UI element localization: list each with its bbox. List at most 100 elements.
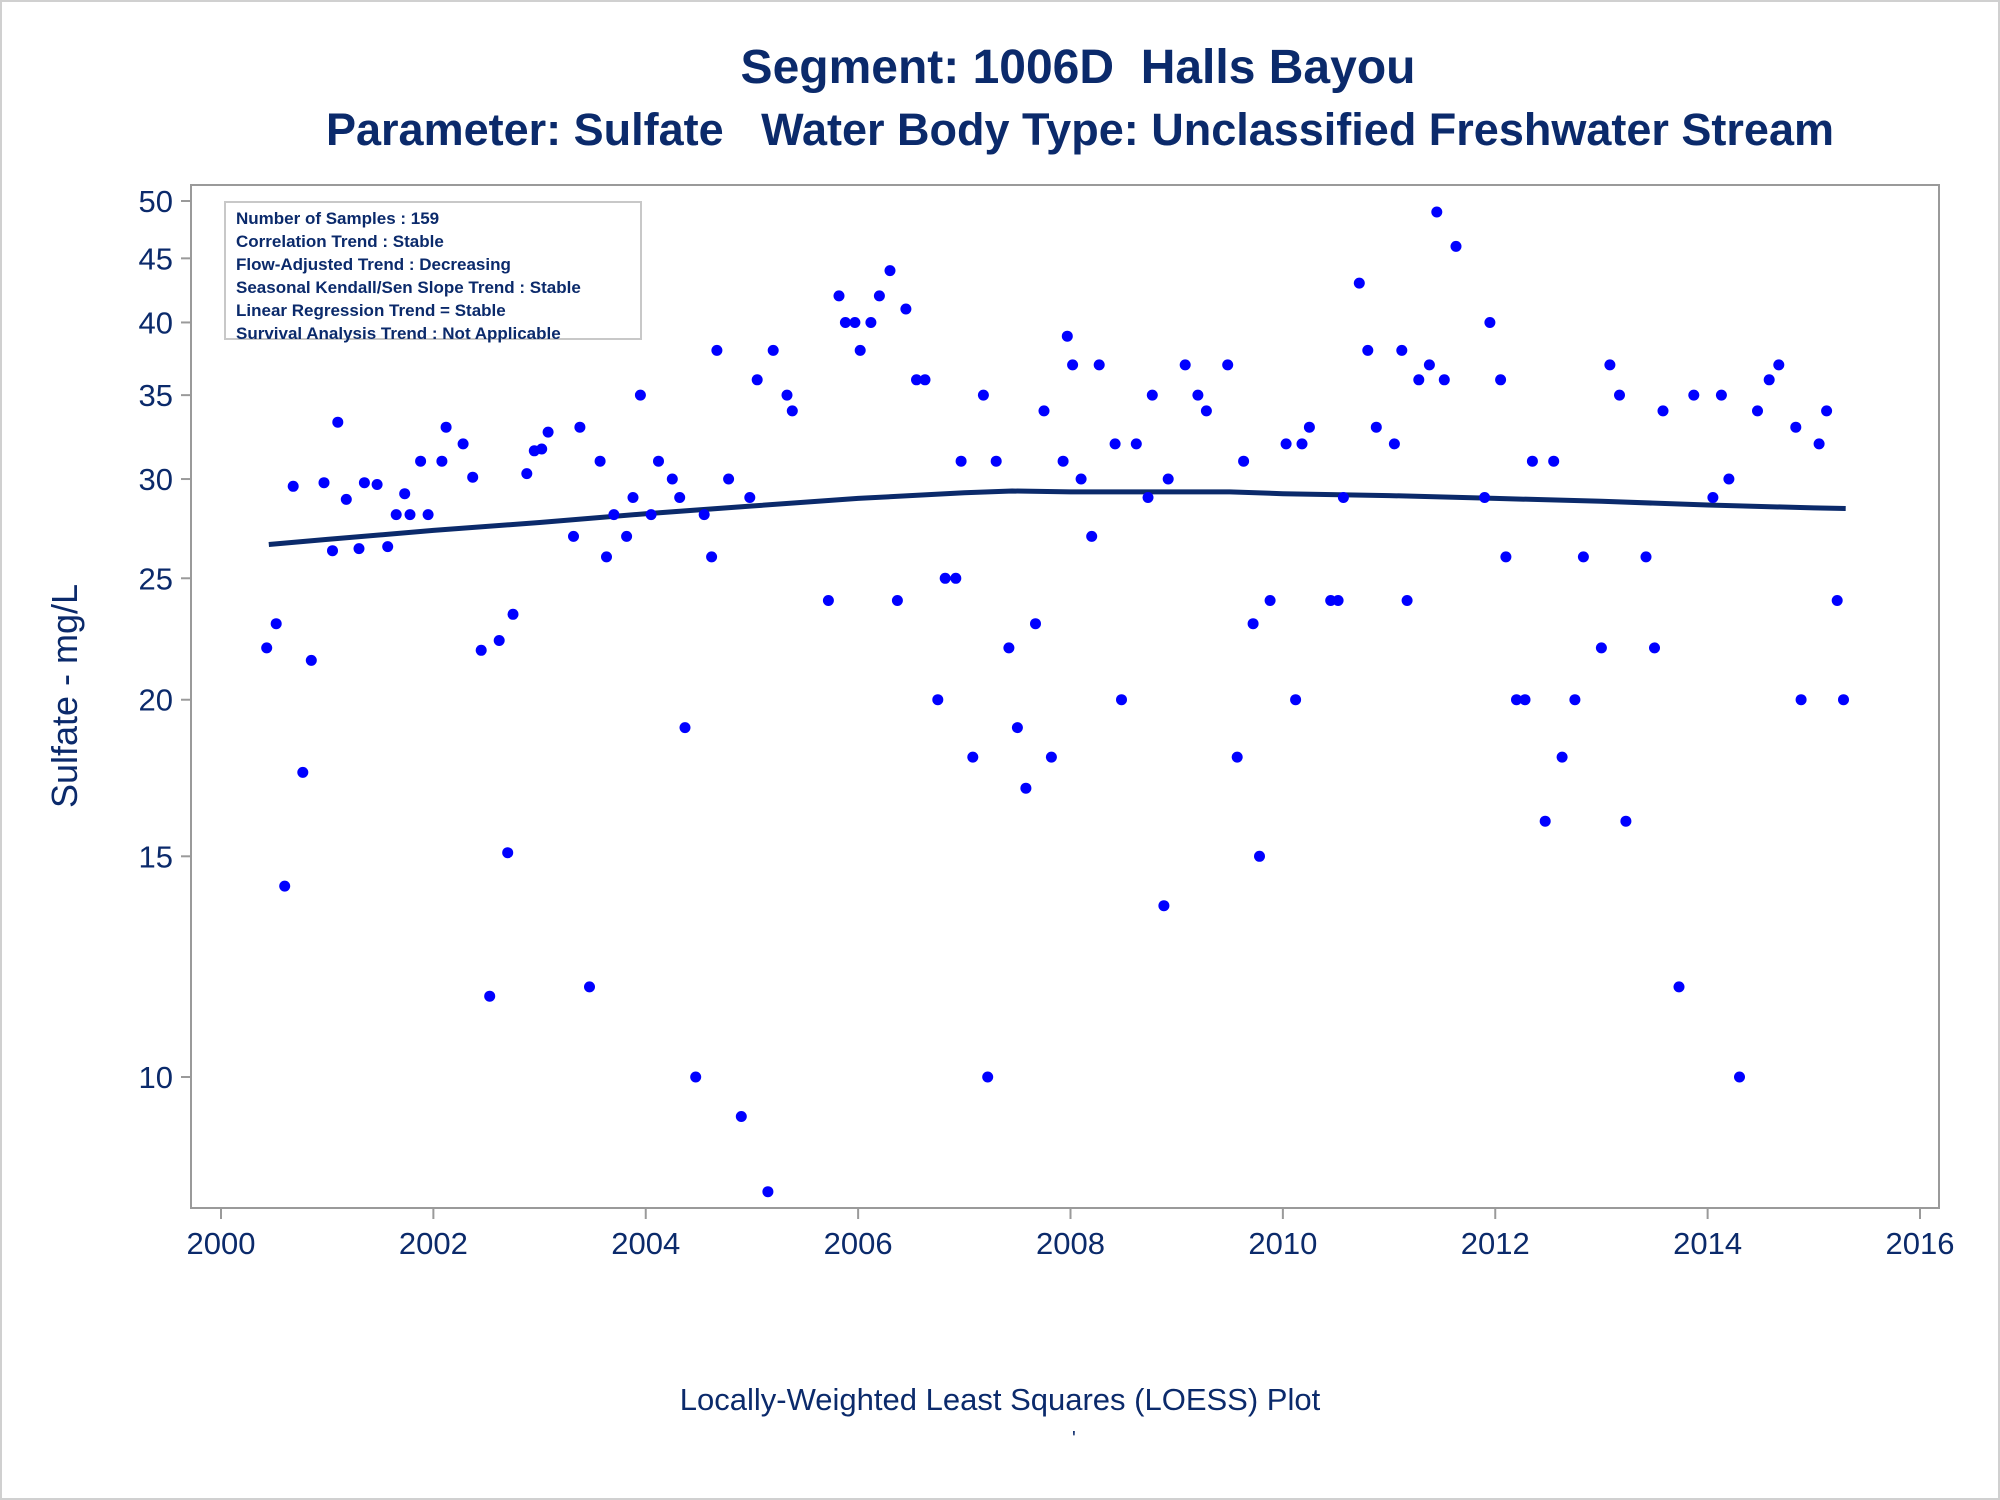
- y-tick-label: 30: [139, 462, 173, 497]
- data-point: [1222, 359, 1234, 371]
- data-point: [1790, 421, 1802, 433]
- data-point: [1450, 240, 1462, 252]
- data-point: [1773, 359, 1785, 371]
- data-point: [1030, 618, 1041, 630]
- y-tick-label: 25: [139, 561, 173, 596]
- data-point: [744, 492, 756, 503]
- data-point: [1556, 751, 1568, 763]
- data-point: [911, 374, 922, 386]
- x-tick-label: 2016: [1886, 1226, 1955, 1261]
- footnote-mark: ': [1072, 1428, 1076, 1450]
- data-point: [1158, 900, 1170, 912]
- legend-line-survival: Survival Analysis Trend : Not Applicable: [236, 324, 561, 343]
- data-point: [1130, 438, 1142, 450]
- data-point: [751, 374, 763, 386]
- data-point: [990, 455, 1002, 467]
- data-point: [1146, 389, 1158, 401]
- data-point: [1353, 277, 1365, 289]
- data-point: [1332, 595, 1344, 606]
- data-point: [584, 981, 595, 993]
- data-point: [932, 694, 944, 706]
- data-point: [1057, 455, 1069, 467]
- data-point: [786, 405, 798, 417]
- data-point: [1337, 492, 1349, 503]
- data-point: [542, 426, 554, 438]
- x-axis: 2000 2002 2004 2006 2008 2010 2012 2014 2016: [187, 1208, 1955, 1261]
- data-point: [493, 635, 505, 646]
- data-point: [340, 493, 352, 505]
- legend-line-samples: Number of Samples : 159: [236, 209, 440, 228]
- data-point: [679, 722, 691, 734]
- data-point: [1075, 473, 1087, 485]
- y-tick-label: 15: [139, 839, 173, 874]
- data-point: [1401, 595, 1413, 606]
- y-tick-label: 35: [139, 378, 173, 413]
- data-point: [404, 509, 416, 521]
- data-point: [536, 443, 548, 455]
- data-point: [690, 1071, 702, 1083]
- data-point: [1296, 438, 1308, 450]
- data-point: [1831, 595, 1843, 606]
- data-point: [457, 438, 469, 450]
- data-point: [1370, 421, 1382, 433]
- data-point: [1231, 751, 1243, 763]
- data-point: [977, 389, 989, 401]
- data-point: [884, 265, 896, 277]
- data-point: [475, 644, 487, 656]
- data-point: [327, 545, 338, 557]
- data-point: [1649, 642, 1660, 654]
- data-point: [1396, 344, 1408, 356]
- data-point: [1821, 405, 1833, 417]
- data-point: [1657, 405, 1669, 417]
- data-point: [1484, 317, 1496, 328]
- data-point: [1020, 782, 1032, 794]
- data-point: [1038, 405, 1050, 417]
- data-point: [1715, 389, 1727, 401]
- data-point: [865, 317, 877, 328]
- data-point: [1413, 374, 1425, 386]
- x-tick-label: 2006: [824, 1226, 893, 1261]
- data-point: [1264, 595, 1276, 606]
- data-point: [1763, 374, 1775, 386]
- data-point: [1511, 694, 1522, 706]
- x-tick-label: 2014: [1673, 1226, 1742, 1261]
- data-point: [1086, 530, 1098, 542]
- data-point: [1179, 359, 1191, 371]
- data-point: [1045, 751, 1057, 763]
- y-tick-label: 20: [139, 683, 173, 718]
- data-point: [1734, 1071, 1745, 1083]
- data-point: [674, 492, 686, 503]
- data-point: [621, 530, 633, 542]
- data-point: [1548, 455, 1560, 467]
- data-point: [634, 389, 646, 401]
- data-point: [706, 551, 718, 563]
- data-point: [358, 477, 370, 489]
- data-point: [1479, 492, 1491, 503]
- data-point: [1280, 438, 1292, 450]
- data-point: [502, 847, 514, 859]
- data-point: [891, 595, 903, 606]
- data-point: [919, 374, 931, 386]
- data-point: [698, 509, 710, 521]
- data-point: [594, 455, 606, 467]
- data-point: [1254, 850, 1265, 862]
- data-point: [967, 751, 979, 763]
- data-point: [781, 389, 793, 401]
- data-point: [1707, 492, 1719, 503]
- legend-line-linear-regression: Linear Regression Trend = Stable: [236, 301, 506, 320]
- y-tick-label: 45: [139, 241, 173, 276]
- data-point: [332, 416, 344, 428]
- data-point: [735, 1111, 747, 1122]
- data-point: [1116, 694, 1127, 706]
- data-point: [1011, 722, 1023, 734]
- data-point: [645, 509, 657, 521]
- data-point: [521, 468, 533, 480]
- loess-curve: [268, 488, 1846, 547]
- data-point: [261, 642, 273, 654]
- data-point: [270, 618, 282, 630]
- data-point: [653, 455, 664, 467]
- data-point: [955, 455, 967, 467]
- data-point: [1192, 389, 1204, 401]
- data-point: [1431, 206, 1443, 218]
